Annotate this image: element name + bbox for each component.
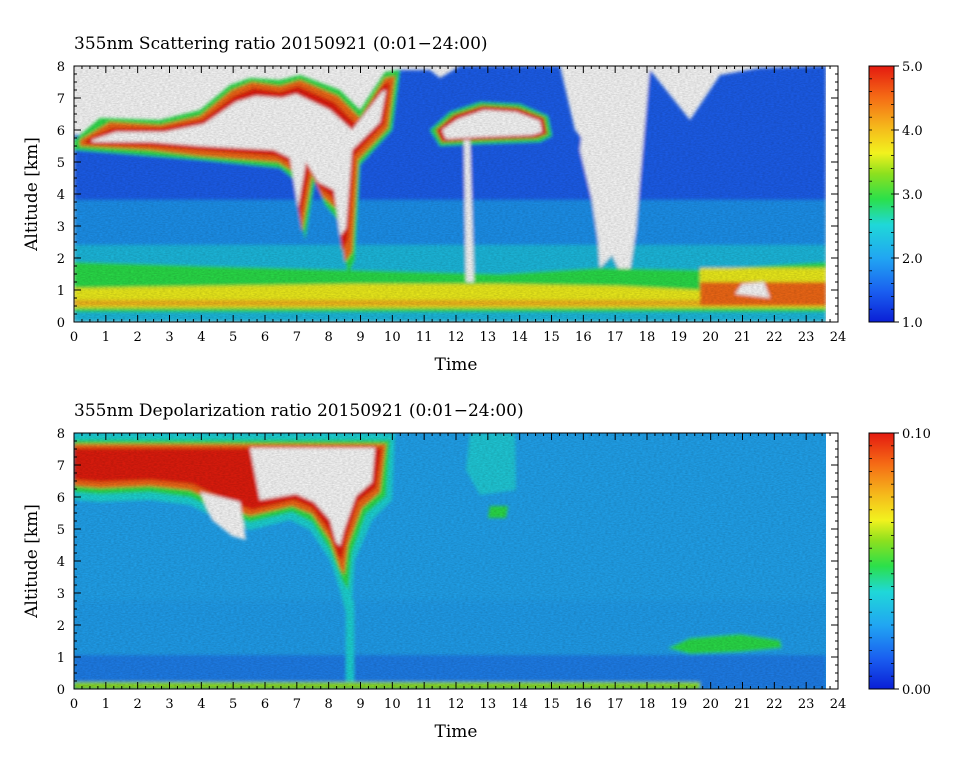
x-tick-label: 9	[356, 330, 364, 345]
x-tick-label: 13	[480, 330, 497, 345]
y-tick-label: 3	[57, 220, 65, 235]
x-tick-label: 14	[511, 330, 528, 345]
x-tick-label: 10	[384, 330, 401, 345]
chart-title: 355nm Scattering ratio 20150921 (0:01−24…	[74, 34, 488, 54]
y-tick-label: 7	[57, 92, 65, 107]
x-tick-label: 18	[639, 330, 656, 345]
y-tick-label: 3	[57, 587, 65, 602]
x-tick-label: 1	[102, 330, 110, 345]
x-tick-label: 16	[575, 697, 592, 712]
y-tick-label: 4	[57, 188, 65, 203]
y-tick-label: 2	[57, 619, 65, 634]
colorbar-tick-label: 0.10	[902, 427, 931, 442]
x-tick-label: 24	[830, 330, 847, 345]
colorbar: 1.0 2.0 3.0 4.0 5.0	[868, 60, 923, 331]
x-tick-label: 4	[197, 697, 205, 712]
y-tick-label: 1	[57, 284, 65, 299]
colorbar-tick-label: 1.0	[902, 316, 923, 331]
y-axis: 0 1 2 3 4 5 6 7 8	[57, 60, 838, 331]
x-tick-label: 22	[766, 697, 783, 712]
colorbar-tick-label: 5.0	[902, 60, 923, 75]
x-tick-label: 8	[325, 330, 333, 345]
x-tick-label: 3	[165, 330, 173, 345]
x-tick-label: 20	[702, 330, 719, 345]
y-tick-label: 0	[57, 316, 65, 331]
x-tick-label: 24	[830, 697, 847, 712]
y-tick-label: 1	[57, 651, 65, 666]
x-tick-label: 2	[134, 330, 142, 345]
x-tick-label: 16	[575, 330, 592, 345]
x-tick-label: 2	[134, 697, 142, 712]
x-tick-label: 6	[261, 697, 269, 712]
x-tick-label: 15	[543, 697, 560, 712]
x-tick-label: 0	[70, 697, 78, 712]
colorbar-tick-label: 2.0	[902, 252, 923, 267]
y-axis: 0 1 2 3 4 5 6 7 8	[57, 427, 838, 698]
x-tick-label: 12	[448, 330, 465, 345]
x-tick-label: 4	[197, 330, 205, 345]
y-tick-label: 8	[57, 427, 65, 442]
y-tick-label: 6	[57, 491, 65, 506]
x-tick-label: 23	[798, 697, 815, 712]
x-tick-label: 17	[607, 330, 624, 345]
y-tick-label: 0	[57, 683, 65, 698]
colorbar-gradient	[868, 65, 895, 323]
x-tick-label: 3	[165, 697, 173, 712]
y-tick-label: 2	[57, 252, 65, 267]
x-tick-label: 5	[229, 697, 237, 712]
x-tick-label: 6	[261, 330, 269, 345]
y-axis-label: Altitude [km]	[22, 137, 42, 252]
x-tick-label: 21	[734, 697, 751, 712]
x-tick-label: 7	[293, 330, 301, 345]
plot-area	[74, 433, 838, 689]
colorbar: 0.00 0.10	[868, 427, 931, 698]
panel-depolarization: 355nm Depolarization ratio 20150921 (0:0…	[22, 401, 931, 742]
x-tick-label: 1	[102, 697, 110, 712]
y-tick-label: 8	[57, 60, 65, 75]
x-tick-label: 23	[798, 330, 815, 345]
x-axis: 0 1 2 3 4 5 6 7 8 9 10 11 12 13 14 15 16 17 18 19 20 21 22 23 24	[70, 433, 846, 712]
x-tick-label: 18	[639, 697, 656, 712]
x-tick-label: 7	[293, 697, 301, 712]
y-tick-label: 7	[57, 459, 65, 474]
x-tick-label: 10	[384, 697, 401, 712]
x-tick-label: 20	[702, 697, 719, 712]
x-tick-label: 19	[671, 330, 688, 345]
y-axis-label: Altitude [km]	[22, 504, 42, 619]
x-tick-label: 11	[416, 697, 433, 712]
plot-area	[74, 66, 838, 322]
y-tick-label: 5	[57, 523, 65, 538]
x-tick-label: 8	[325, 697, 333, 712]
x-axis: 0 1 2 3 4 5 6 7 8 9 10 11 12 13 14 15 16 17 18 19 20 21 22 23 24	[70, 66, 846, 345]
x-tick-label: 11	[416, 330, 433, 345]
colorbar-tick-label: 4.0	[902, 124, 923, 139]
x-tick-label: 22	[766, 330, 783, 345]
chart-title: 355nm Depolarization ratio 20150921 (0:0…	[74, 401, 524, 421]
x-tick-label: 17	[607, 697, 624, 712]
y-tick-label: 5	[57, 156, 65, 171]
colorbar-gradient	[868, 432, 895, 690]
x-tick-label: 19	[671, 697, 688, 712]
x-tick-label: 15	[543, 330, 560, 345]
x-tick-label: 5	[229, 330, 237, 345]
x-tick-label: 14	[511, 697, 528, 712]
x-tick-label: 0	[70, 330, 78, 345]
panel-scattering: 355nm Scattering ratio 20150921 (0:01−24…	[22, 34, 923, 375]
colorbar-tick-label: 0.00	[902, 683, 931, 698]
x-tick-label: 9	[356, 697, 364, 712]
x-axis-label: Time	[435, 355, 478, 375]
x-tick-label: 21	[734, 330, 751, 345]
y-tick-label: 6	[57, 124, 65, 139]
x-tick-label: 13	[480, 697, 497, 712]
colorbar-tick-label: 3.0	[902, 188, 923, 203]
x-tick-label: 12	[448, 697, 465, 712]
x-axis-label: Time	[435, 722, 478, 742]
y-tick-label: 4	[57, 555, 65, 570]
